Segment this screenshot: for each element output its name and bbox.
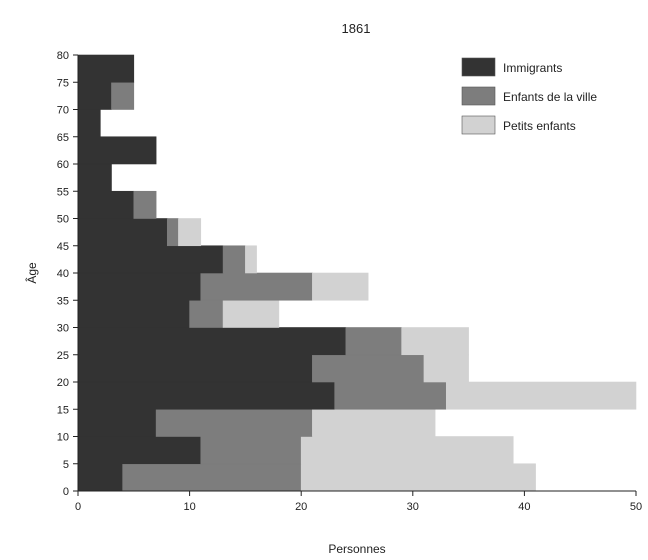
y-ticks: 0 5 10 15 20 25 30 35 40 45 50 55 60 65 70 75 80	[57, 50, 78, 498]
bar-enfants-de-la-ville-70	[111, 81, 135, 110]
bar-enfants-de-la-ville-50	[133, 190, 157, 219]
x-tick-label: 50	[630, 501, 642, 513]
legend-swatch-petits-enfants	[461, 115, 496, 135]
bar-petits-enfants-0	[300, 463, 536, 492]
bar-immigrants-30	[77, 299, 190, 328]
y-tick-label: 30	[57, 323, 69, 335]
bar-enfants-de-la-ville-15	[334, 381, 447, 410]
x-ticks: 0 10 20 30 40 50	[75, 491, 642, 513]
y-tick-label: 0	[63, 486, 69, 498]
bar-enfants-de-la-ville-0	[122, 463, 302, 492]
bar-petits-enfants-35	[312, 272, 369, 301]
bar-enfants-de-la-ville-30	[189, 299, 224, 328]
bar-petits-enfants-30	[222, 299, 280, 328]
legend: Immigrants Enfants de la ville Petits enfa…	[461, 57, 597, 135]
x-tick-label: 10	[183, 501, 195, 513]
legend-swatch-immigrants	[461, 57, 496, 77]
y-tick-label: 20	[57, 377, 69, 389]
legend-label: Enfants de la ville	[503, 90, 597, 104]
legend-swatch-enfants-de-la-ville	[461, 86, 496, 106]
bar-immigrants-25	[77, 327, 347, 356]
bar-enfants-de-la-ville-25	[345, 327, 402, 356]
y-tick-label: 45	[57, 241, 69, 253]
bar-enfants-de-la-ville-10	[155, 408, 313, 437]
bar-immigrants-40	[77, 245, 224, 274]
bar-immigrants-15	[77, 381, 335, 410]
y-tick-label: 5	[63, 459, 69, 471]
bar-enfants-de-la-ville-40	[222, 245, 246, 274]
bar-petits-enfants-20	[423, 354, 469, 383]
y-tick-label: 60	[57, 159, 69, 171]
bar-enfants-de-la-ville-45	[166, 218, 179, 247]
bar-petits-enfants-45	[178, 218, 202, 247]
y-tick-label: 15	[57, 404, 69, 416]
y-tick-label: 25	[57, 350, 69, 362]
x-axis-title: Personnes	[328, 542, 385, 556]
bar-immigrants-10	[77, 408, 157, 437]
bar-immigrants-35	[77, 272, 202, 301]
bars-group	[77, 54, 637, 492]
bar-immigrants-45	[77, 218, 168, 247]
y-tick-label: 40	[57, 268, 69, 280]
y-tick-label: 75	[57, 77, 69, 89]
bar-enfants-de-la-ville-5	[200, 436, 302, 465]
bar-petits-enfants-25	[401, 327, 469, 356]
bar-petits-enfants-5	[300, 436, 514, 465]
bar-petits-enfants-15	[445, 381, 637, 410]
y-tick-label: 80	[57, 50, 69, 62]
bar-immigrants-0	[77, 463, 123, 492]
chart-title: 1861	[342, 21, 371, 36]
bar-petits-enfants-10	[312, 408, 436, 437]
legend-label: Immigrants	[503, 61, 562, 75]
bar-enfants-de-la-ville-20	[312, 354, 425, 383]
y-tick-label: 35	[57, 295, 69, 307]
y-axis-title: Âge	[24, 262, 39, 284]
y-tick-label: 70	[57, 105, 69, 117]
y-tick-label: 65	[57, 132, 69, 144]
bar-petits-enfants-40	[245, 245, 257, 274]
x-tick-label: 20	[295, 501, 307, 513]
bar-immigrants-75	[77, 54, 135, 83]
x-tick-label: 0	[75, 501, 81, 513]
x-tick-label: 40	[518, 501, 530, 513]
bar-immigrants-50	[77, 190, 135, 219]
x-tick-label: 30	[407, 501, 419, 513]
bar-immigrants-60	[77, 136, 157, 165]
bar-immigrants-20	[77, 354, 313, 383]
y-tick-label: 55	[57, 186, 69, 198]
bar-immigrants-70	[77, 81, 112, 110]
bar-immigrants-55	[77, 163, 112, 192]
bar-enfants-de-la-ville-35	[200, 272, 313, 301]
bar-immigrants-5	[77, 436, 202, 465]
bar-immigrants-65	[77, 109, 101, 138]
y-tick-label: 50	[57, 214, 69, 226]
legend-label: Petits enfants	[503, 119, 576, 133]
y-tick-label: 10	[57, 432, 69, 444]
